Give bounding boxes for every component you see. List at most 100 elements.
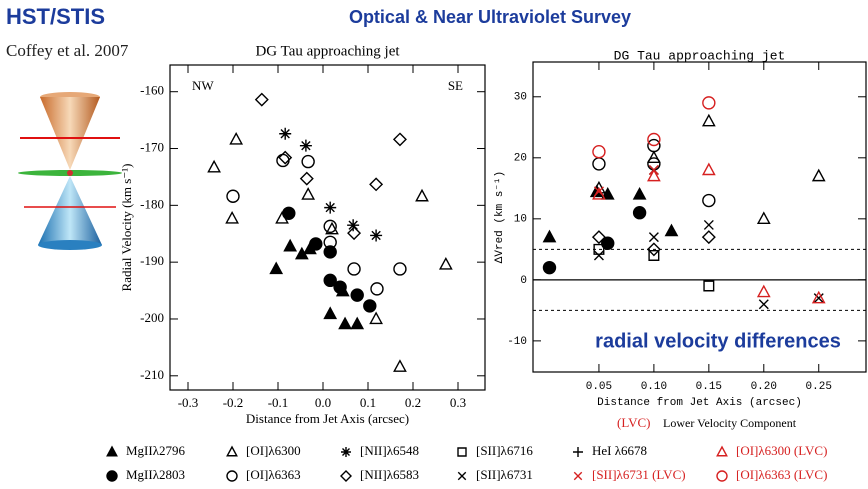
marker xyxy=(593,186,604,197)
marker xyxy=(324,201,337,214)
marker xyxy=(301,154,315,169)
marker xyxy=(347,226,362,241)
x-tick-label: 0.3 xyxy=(450,395,466,410)
marker xyxy=(632,186,647,200)
marker xyxy=(702,193,716,208)
marker xyxy=(593,243,605,255)
marker xyxy=(269,261,284,275)
marker xyxy=(593,250,604,261)
marker xyxy=(703,219,714,230)
marker xyxy=(648,165,659,176)
marker xyxy=(756,284,771,298)
legend-label: [SII]λ6731 (LVC) xyxy=(592,467,686,482)
legend-marker xyxy=(106,445,118,457)
y-tick-label: -190 xyxy=(140,253,164,268)
marker xyxy=(813,293,824,304)
marker xyxy=(592,145,606,159)
x-tick-label: 0.1 xyxy=(360,395,376,410)
marker xyxy=(363,299,377,313)
y-tick-label: -160 xyxy=(140,83,164,98)
plot-frame xyxy=(532,61,867,373)
citation: Coffey et al. 2007 xyxy=(6,41,129,60)
corner-annotation: SE xyxy=(448,78,463,93)
marker xyxy=(299,139,312,152)
legend-label: [OI]λ6300 (LVC) xyxy=(736,443,827,458)
marker xyxy=(701,162,716,176)
marker xyxy=(254,92,269,107)
marker xyxy=(646,242,661,257)
legend-label: MgIIλ2796 xyxy=(126,443,186,458)
marker xyxy=(333,280,347,294)
lower-cone xyxy=(38,176,102,245)
marker xyxy=(350,288,364,302)
marker xyxy=(438,256,453,270)
marker xyxy=(600,186,615,200)
marker xyxy=(702,96,716,110)
star xyxy=(67,170,73,176)
x-tick-label: 0.2 xyxy=(405,395,421,410)
legend-marker xyxy=(573,447,583,457)
marker xyxy=(275,210,289,224)
legend-marker xyxy=(716,470,728,482)
y-tick-label: 0 xyxy=(520,275,527,287)
y-axis-label: ΔVred (km s⁻¹) xyxy=(494,171,506,263)
marker xyxy=(207,159,221,173)
y-tick-label: -10 xyxy=(507,336,527,348)
x-axis-label: Distance from Jet Axis (arcsec) xyxy=(597,397,802,409)
marker xyxy=(758,299,769,310)
legend-label: [NII]λ6583 xyxy=(360,467,419,482)
y-tick-label: -170 xyxy=(140,140,164,155)
marker xyxy=(325,221,339,235)
marker xyxy=(309,237,323,251)
legend-marker xyxy=(226,445,238,457)
legend-label: HeI λ6678 xyxy=(592,443,647,458)
marker xyxy=(299,171,314,186)
marker xyxy=(278,150,293,165)
x-tick-label: -0.2 xyxy=(223,395,244,410)
y-tick-label: 20 xyxy=(514,153,527,165)
header-title: HST/STIS xyxy=(6,4,105,29)
y-tick-label: -210 xyxy=(140,367,164,382)
marker xyxy=(756,211,771,225)
cone-base xyxy=(38,240,102,250)
chart-title: DG Tau approaching jet xyxy=(255,43,400,59)
marker xyxy=(392,132,407,147)
x-axis-label: Distance from Jet Axis (arcsec) xyxy=(246,411,409,426)
plot-frame xyxy=(169,64,486,391)
marker xyxy=(347,219,360,232)
marker xyxy=(811,290,826,304)
marker xyxy=(703,280,715,292)
y-axis-label: Radial Velocity (km s⁻¹) xyxy=(119,164,134,292)
footnote-text: Lower Velocity Component xyxy=(663,416,797,430)
y-tick-label: -180 xyxy=(140,196,164,211)
legend-marker xyxy=(716,445,728,457)
marker xyxy=(226,189,240,203)
y-tick-label: -200 xyxy=(140,310,164,325)
x-tick-label: 0.05 xyxy=(586,381,612,393)
chart-title: DG Tau approaching jet xyxy=(614,48,786,63)
marker xyxy=(338,316,352,330)
marker xyxy=(648,249,660,261)
marker xyxy=(323,306,338,320)
marker xyxy=(225,210,239,224)
marker xyxy=(701,113,716,127)
marker xyxy=(647,138,661,153)
marker xyxy=(350,316,365,330)
legend-marker xyxy=(106,470,118,482)
legend-marker xyxy=(341,447,351,457)
legend-marker xyxy=(340,470,352,482)
y-tick-label: 10 xyxy=(514,214,527,226)
marker xyxy=(591,230,606,245)
marker xyxy=(369,311,383,325)
marker xyxy=(323,235,337,249)
legend-label: [OI]λ6363 xyxy=(246,467,301,482)
marker xyxy=(542,229,557,243)
footnote-tag: (LVC) xyxy=(617,415,650,430)
marker xyxy=(347,262,361,276)
legend-label: [NII]λ6548 xyxy=(360,443,419,458)
marker xyxy=(647,132,661,147)
marker xyxy=(632,206,647,220)
x-tick-label: -0.1 xyxy=(268,395,289,410)
marker xyxy=(393,359,407,372)
